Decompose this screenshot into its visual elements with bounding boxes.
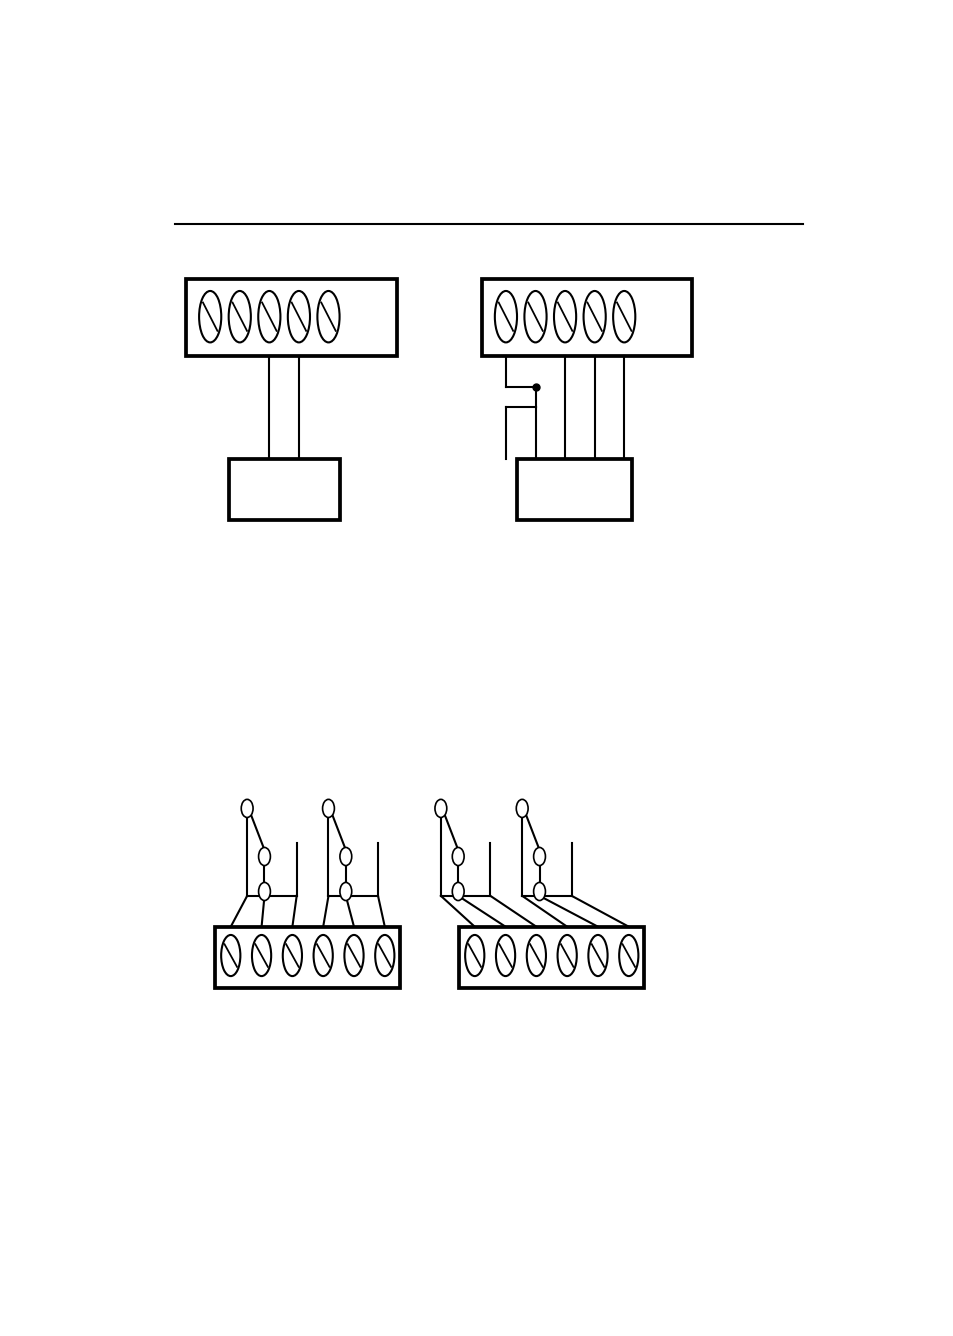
Ellipse shape <box>221 935 240 977</box>
Ellipse shape <box>199 291 221 342</box>
Ellipse shape <box>618 935 638 977</box>
Polygon shape <box>459 927 643 989</box>
Ellipse shape <box>526 935 545 977</box>
Ellipse shape <box>557 935 577 977</box>
Ellipse shape <box>533 847 545 866</box>
Polygon shape <box>481 279 692 355</box>
Ellipse shape <box>516 799 528 818</box>
Ellipse shape <box>258 883 270 900</box>
Ellipse shape <box>588 935 607 977</box>
Ellipse shape <box>317 291 339 342</box>
Ellipse shape <box>465 935 484 977</box>
Ellipse shape <box>375 935 394 977</box>
Ellipse shape <box>282 935 302 977</box>
Ellipse shape <box>435 799 446 818</box>
Ellipse shape <box>554 291 576 342</box>
Ellipse shape <box>314 935 333 977</box>
Ellipse shape <box>322 799 335 818</box>
Ellipse shape <box>252 935 271 977</box>
Polygon shape <box>517 458 631 521</box>
Ellipse shape <box>496 935 515 977</box>
Ellipse shape <box>339 883 352 900</box>
Ellipse shape <box>452 883 463 900</box>
Polygon shape <box>186 279 396 355</box>
Ellipse shape <box>613 291 635 342</box>
Ellipse shape <box>583 291 605 342</box>
Ellipse shape <box>241 799 253 818</box>
Ellipse shape <box>258 847 270 866</box>
Ellipse shape <box>229 291 251 342</box>
Ellipse shape <box>524 291 546 342</box>
Polygon shape <box>229 458 339 521</box>
Ellipse shape <box>344 935 363 977</box>
Ellipse shape <box>533 883 545 900</box>
Ellipse shape <box>495 291 517 342</box>
Ellipse shape <box>288 291 310 342</box>
Ellipse shape <box>339 847 352 866</box>
Polygon shape <box>215 927 400 989</box>
Ellipse shape <box>452 847 463 866</box>
Ellipse shape <box>258 291 280 342</box>
